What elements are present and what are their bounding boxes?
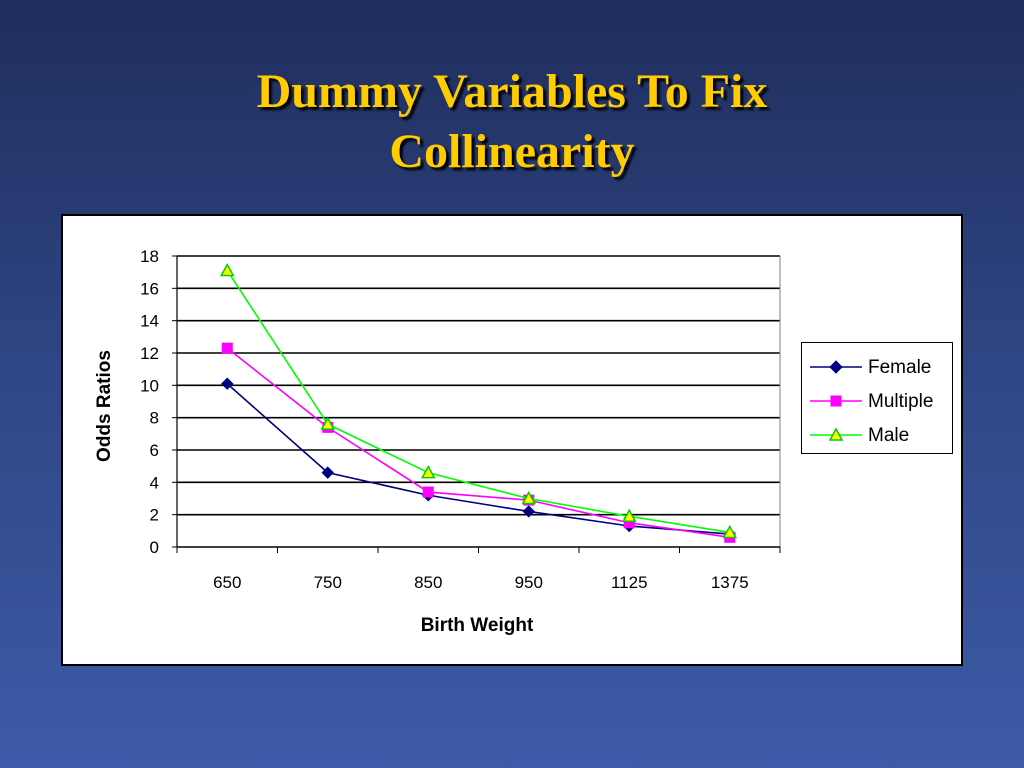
- y-tick-label: 0: [150, 538, 159, 557]
- point-multiple-650: [221, 342, 233, 354]
- y-tick-label: 4: [150, 473, 159, 492]
- point-male-950: [521, 490, 537, 505]
- y-axis-title: Odds Ratios: [94, 350, 115, 462]
- legend-key-female: [810, 360, 862, 374]
- point-male-1125: [621, 508, 637, 523]
- y-tick-label: 2: [150, 506, 159, 525]
- line-chart: 0 2 4 6 8 10 12 14 16 18 650 750 850 950 1125 1375 Birt…: [94, 247, 781, 636]
- point-female-650: [221, 377, 234, 390]
- x-tick-label-1375: 1375: [711, 573, 749, 592]
- point-male-650: [219, 262, 235, 277]
- point-male-850: [420, 465, 436, 479]
- series-line-multiple: [226, 347, 730, 539]
- y-tick-label: 10: [140, 376, 159, 395]
- chart-frame: 0 2 4 6 8 10 12 14 16 18 650 750 850 950 1125 1375 Birt…: [61, 214, 963, 666]
- legend-label-female: Female: [868, 357, 932, 378]
- point-male-750: [320, 416, 336, 430]
- y-tick-label: 18: [140, 247, 159, 266]
- x-axis-title: Birth Weight: [421, 615, 534, 636]
- y-tick-label: 8: [150, 409, 159, 428]
- legend-item-male: Male: [808, 423, 948, 447]
- legend-item-multiple: Multiple: [808, 389, 948, 413]
- y-tick-label: 12: [140, 344, 159, 363]
- point-female-750: [321, 466, 334, 479]
- y-tick-label: 16: [140, 279, 159, 298]
- point-multiple-850: [422, 486, 434, 498]
- series-male: [219, 262, 738, 539]
- series-multiple: [221, 342, 736, 543]
- x-tick-label-1125: 1125: [611, 573, 648, 592]
- series-line-female: [226, 383, 730, 535]
- y-tick-label: 14: [140, 312, 159, 331]
- slide-title-line-1: Dummy Variables To Fix: [256, 65, 768, 118]
- legend-label-multiple: Multiple: [868, 391, 934, 412]
- series-line-male: [226, 270, 730, 534]
- axes: 0 2 4 6 8 10 12 14 16 18 650 750 850 950 1125 1375: [140, 247, 781, 592]
- point-male-1375: [722, 524, 738, 539]
- gridlines: [177, 255, 780, 516]
- x-tick-label-850: 850: [414, 573, 442, 592]
- x-tick-label-750: 750: [314, 573, 342, 592]
- legend-key-male: [810, 427, 862, 441]
- legend-key-multiple: [810, 395, 862, 407]
- series-layer: [219, 262, 738, 543]
- x-tick-label-650: 650: [213, 573, 241, 592]
- point-female-950: [522, 505, 535, 518]
- legend-item-female: Female: [808, 355, 948, 379]
- slide-title: Dummy Variables To Fix Collinearity: [0, 62, 1024, 182]
- slide-title-line-2: Collinearity: [389, 125, 635, 178]
- y-tick-label: 6: [150, 441, 159, 460]
- x-tick-label-950: 950: [515, 573, 543, 592]
- legend: Female Multiple Male: [801, 342, 953, 454]
- legend-label-male: Male: [868, 425, 910, 446]
